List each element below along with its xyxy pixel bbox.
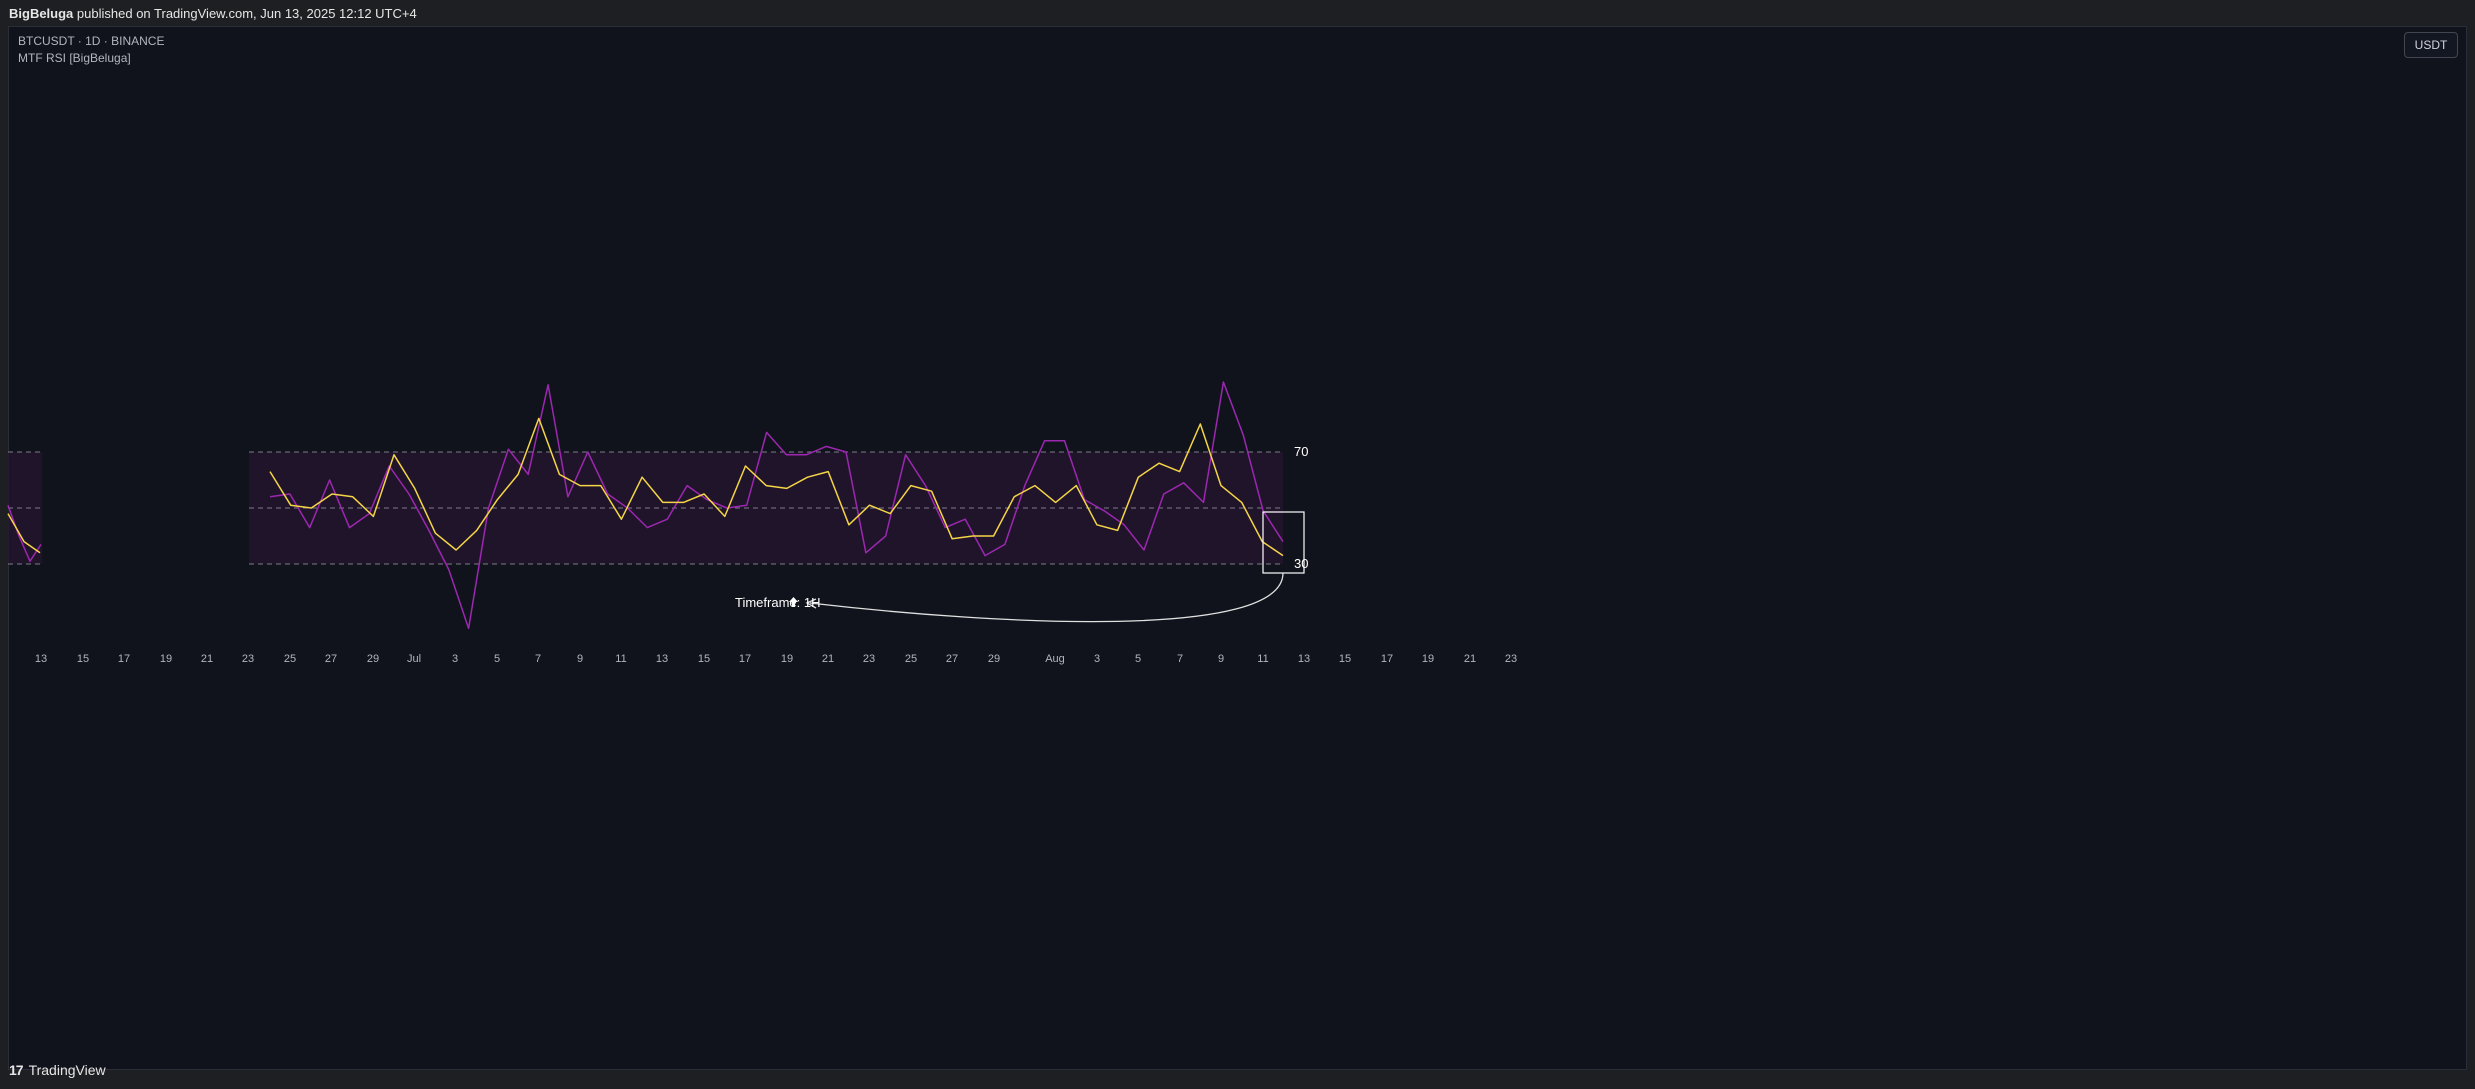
time-tick-label: 3 bbox=[452, 653, 458, 665]
footer-bar bbox=[0, 1070, 2475, 1089]
annotation-arrow bbox=[809, 572, 1284, 623]
time-tick-label: 13 bbox=[1298, 653, 1310, 665]
tradingview-brand: TradingView bbox=[28, 1062, 106, 1078]
time-tick-label: 21 bbox=[1464, 653, 1476, 665]
indicator-line[interactable]: MTF RSI [BigBeluga] bbox=[18, 51, 131, 65]
arrow-head-icon bbox=[805, 598, 817, 609]
timeframe-annotation: Timeframe: 1H bbox=[735, 595, 820, 610]
rsi-purple-left-series bbox=[7, 504, 42, 562]
time-tick-label: 19 bbox=[160, 653, 172, 665]
time-tick-label: Jul bbox=[407, 653, 421, 665]
time-tick-label: 15 bbox=[77, 653, 89, 665]
time-tick-label: 29 bbox=[367, 653, 379, 665]
time-tick-label: 7 bbox=[535, 653, 541, 665]
time-tick-label: 17 bbox=[1381, 653, 1393, 665]
time-tick-label: 9 bbox=[1218, 653, 1224, 665]
up-arrow-icon bbox=[789, 597, 798, 607]
time-tick-label: 11 bbox=[1257, 653, 1268, 665]
time-tick-label: 9 bbox=[577, 653, 583, 665]
tradingview-mark-icon: 17 bbox=[9, 1062, 24, 1078]
time-tick-label: Aug bbox=[1045, 653, 1065, 665]
time-tick-label: 5 bbox=[494, 653, 500, 665]
rsi-yellow-series bbox=[269, 417, 1284, 557]
oversold-label: 30 bbox=[1294, 556, 1308, 571]
time-tick-label: 23 bbox=[1505, 653, 1517, 665]
currency-button[interactable]: USDT bbox=[2404, 32, 2458, 58]
time-tick-label: 15 bbox=[698, 653, 710, 665]
time-tick-label: 21 bbox=[201, 653, 213, 665]
time-tick-label: 19 bbox=[1422, 653, 1434, 665]
time-tick-label: 17 bbox=[118, 653, 130, 665]
symbol-line[interactable]: BTCUSDT · 1D · BINANCE bbox=[18, 34, 165, 48]
time-tick-label: 29 bbox=[988, 653, 1000, 665]
rsi-purple-series bbox=[269, 381, 1284, 630]
time-tick-label: 17 bbox=[739, 653, 751, 665]
rsi-yellow-left-series bbox=[7, 513, 41, 554]
time-tick-label: 27 bbox=[325, 653, 337, 665]
time-tick-label: 23 bbox=[863, 653, 875, 665]
time-tick-label: 11 bbox=[615, 653, 626, 665]
time-tick-label: 25 bbox=[284, 653, 296, 665]
time-tick-label: 21 bbox=[822, 653, 834, 665]
time-tick-label: 25 bbox=[905, 653, 917, 665]
time-tick-label: 15 bbox=[1339, 653, 1351, 665]
publish-info: BigBeluga published on TradingView.com, … bbox=[9, 6, 417, 21]
overbought-label: 70 bbox=[1294, 444, 1308, 459]
time-tick-label: 7 bbox=[1177, 653, 1183, 665]
publish-header bbox=[0, 0, 2475, 26]
time-tick-label: 5 bbox=[1135, 653, 1141, 665]
time-tick-label: 13 bbox=[35, 653, 47, 665]
author-name[interactable]: BigBeluga bbox=[9, 6, 74, 21]
time-tick-label: 23 bbox=[242, 653, 254, 665]
time-tick-label: 3 bbox=[1094, 653, 1100, 665]
tradingview-logo[interactable]: 17 TradingView bbox=[9, 1062, 106, 1078]
time-tick-label: 13 bbox=[656, 653, 668, 665]
time-tick-label: 19 bbox=[781, 653, 793, 665]
time-tick-label: 27 bbox=[946, 653, 958, 665]
publish-text: published on TradingView.com, Jun 13, 20… bbox=[76, 6, 417, 21]
